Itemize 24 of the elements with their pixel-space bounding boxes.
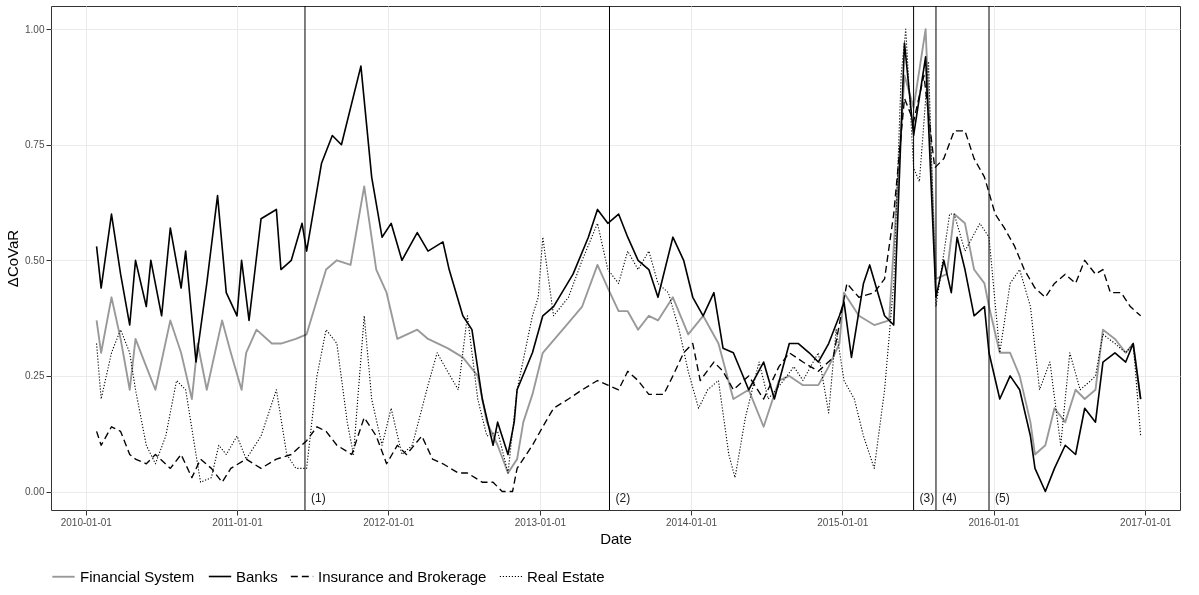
x-axis-title: Date: [600, 529, 632, 547]
x-tick-label: 2017-01-01: [1120, 516, 1172, 528]
x-tick-label: 2014-01-01: [666, 516, 718, 528]
y-tick-label: 0.75: [25, 139, 45, 151]
ref-line-label: (3): [919, 491, 935, 505]
x-tick-label: 2012-01-01: [363, 516, 415, 528]
y-tick-label: 0.50: [25, 254, 45, 266]
y-tick-label: 1.00: [25, 23, 45, 35]
x-tick-label: 2016-01-01: [968, 516, 1021, 528]
ref-line-label: (4): [941, 491, 957, 505]
legend-label: Financial System: [80, 567, 195, 585]
ref-line-label: (5): [995, 491, 1010, 505]
legend-label: Banks: [236, 567, 278, 585]
y-tick-label: 0.00: [25, 486, 45, 497]
y-axis-title: ΔCoVaR: [4, 229, 22, 288]
x-tick-label: 2010-01-01: [60, 516, 113, 528]
legend-label: Real Estate: [527, 567, 605, 585]
legend-label: Insurance and Brokerage: [318, 567, 487, 585]
x-tick-label: 2015-01-01: [817, 516, 869, 528]
ref-line-label: (1): [310, 491, 326, 505]
x-tick-label: 2013-01-01: [514, 516, 567, 528]
y-tick-label: 0.25: [25, 370, 45, 382]
x-tick-label: 2011-01-01: [212, 516, 264, 528]
ref-line-label: (2): [615, 491, 631, 505]
